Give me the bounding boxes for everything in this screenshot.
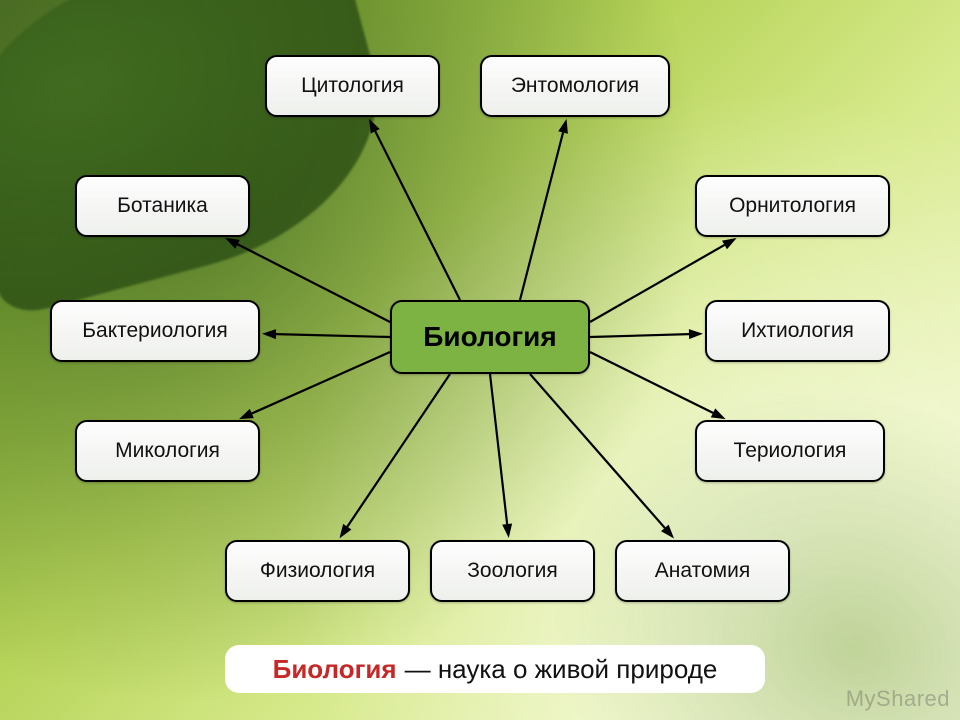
bg-leaf (0, 0, 412, 319)
diagram-stage: Биология Цитология Энтомология Ботаника Орни… (0, 0, 960, 720)
branch-node-physiology: Физиология (225, 540, 410, 602)
watermark: MyShared (846, 686, 950, 712)
center-node: Биология (390, 300, 590, 374)
branch-node-mycology: Микология (75, 420, 260, 482)
branch-node-bacteriology: Бактериология (50, 300, 260, 362)
branch-node-anatomy: Анатомия (615, 540, 790, 602)
branch-node-ichthyology: Ихтиология (705, 300, 890, 362)
caption-rest: — наука о живой природе (405, 654, 718, 685)
branch-node-theriology: Териология (695, 420, 885, 482)
branch-node-ornithology: Орнитология (695, 175, 890, 237)
branch-node-cytology: Цитология (265, 55, 440, 117)
branch-node-botany: Ботаника (75, 175, 250, 237)
caption-highlight: Биология (273, 654, 397, 685)
branch-node-entomology: Энтомология (480, 55, 670, 117)
caption: Биология — наука о живой природе (225, 645, 765, 693)
branch-node-zoology: Зоология (430, 540, 595, 602)
